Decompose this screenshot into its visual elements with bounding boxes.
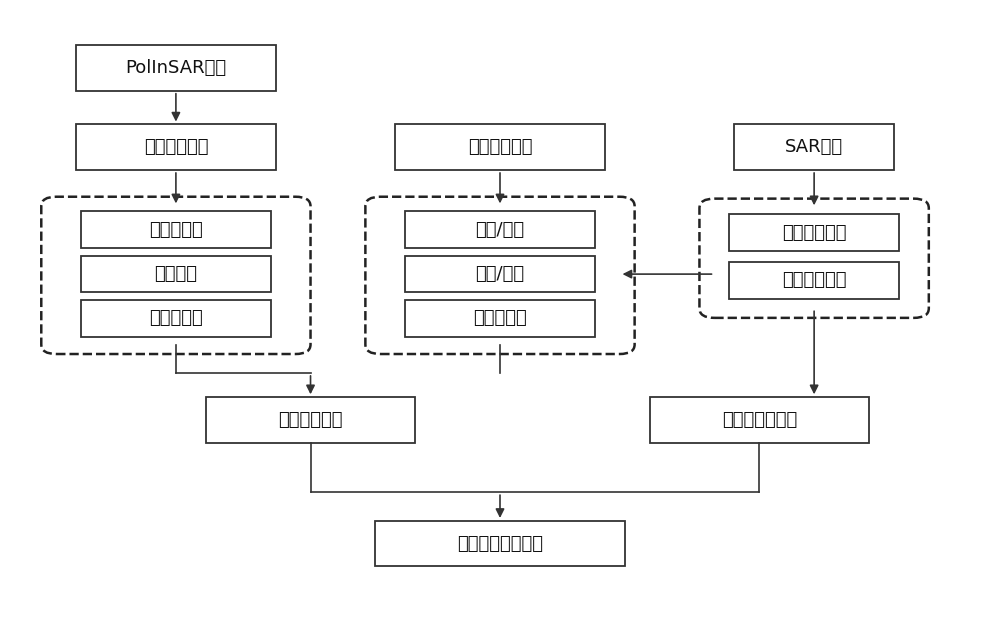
FancyBboxPatch shape: [405, 255, 595, 292]
Text: 地形校正方法: 地形校正方法: [278, 411, 343, 429]
FancyBboxPatch shape: [81, 211, 271, 248]
FancyBboxPatch shape: [81, 255, 271, 292]
Text: 极化方位角: 极化方位角: [149, 220, 203, 239]
Text: 上下文信息: 上下文信息: [473, 310, 527, 327]
Text: 植被多样性因子: 植被多样性因子: [722, 411, 797, 429]
FancyBboxPatch shape: [395, 124, 605, 170]
FancyBboxPatch shape: [405, 211, 595, 248]
FancyBboxPatch shape: [405, 300, 595, 337]
Text: 地物特征表达: 地物特征表达: [468, 138, 532, 156]
Text: SAR仿真: SAR仿真: [785, 138, 843, 156]
FancyBboxPatch shape: [729, 215, 899, 251]
FancyBboxPatch shape: [76, 45, 276, 91]
FancyBboxPatch shape: [375, 521, 625, 566]
FancyBboxPatch shape: [76, 124, 276, 170]
Text: PolInSAR数据: PolInSAR数据: [125, 59, 226, 77]
FancyBboxPatch shape: [729, 262, 899, 299]
Text: 统计/纹理: 统计/纹理: [475, 220, 525, 239]
Text: 植被差异模拟: 植被差异模拟: [782, 271, 846, 289]
Text: 植被高度反演结果: 植被高度反演结果: [457, 534, 543, 553]
Text: 极化/散射: 极化/散射: [475, 265, 525, 283]
FancyBboxPatch shape: [81, 300, 271, 337]
FancyBboxPatch shape: [206, 397, 415, 443]
Text: 局部入射角: 局部入射角: [149, 310, 203, 327]
FancyBboxPatch shape: [650, 397, 869, 443]
Text: 后向散射: 后向散射: [154, 265, 197, 283]
Text: 森林散射模型: 森林散射模型: [144, 138, 208, 156]
FancyBboxPatch shape: [734, 124, 894, 170]
Text: 复杂地形模拟: 复杂地形模拟: [782, 224, 846, 242]
